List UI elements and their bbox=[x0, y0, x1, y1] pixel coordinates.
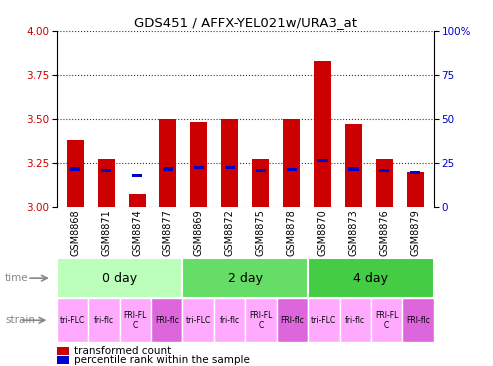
Bar bbox=[371, 298, 402, 342]
Bar bbox=[163, 167, 173, 171]
Bar bbox=[402, 298, 434, 342]
Text: percentile rank within the sample: percentile rank within the sample bbox=[74, 355, 250, 365]
Bar bbox=[308, 258, 434, 298]
Text: GSM8868: GSM8868 bbox=[70, 209, 80, 256]
Bar bbox=[57, 298, 88, 342]
Bar bbox=[286, 168, 297, 172]
Text: GSM8879: GSM8879 bbox=[410, 209, 421, 256]
Bar bbox=[221, 119, 238, 207]
Bar bbox=[67, 140, 84, 207]
Bar bbox=[283, 119, 300, 207]
Bar bbox=[410, 171, 421, 174]
Text: GSM8878: GSM8878 bbox=[286, 209, 297, 256]
Bar bbox=[182, 298, 214, 342]
Bar bbox=[245, 298, 277, 342]
Bar bbox=[252, 159, 269, 207]
Text: tri-FLC: tri-FLC bbox=[60, 316, 85, 325]
Bar bbox=[194, 166, 204, 169]
Text: tri-FLC: tri-FLC bbox=[185, 316, 211, 325]
Bar bbox=[101, 169, 111, 172]
Text: GSM8872: GSM8872 bbox=[225, 209, 235, 256]
Text: tri-FLC: tri-FLC bbox=[311, 316, 336, 325]
Bar bbox=[57, 258, 182, 298]
Text: 2 day: 2 day bbox=[228, 272, 263, 285]
Text: fri-flc: fri-flc bbox=[345, 316, 365, 325]
Bar bbox=[376, 159, 393, 207]
Bar bbox=[70, 167, 80, 171]
Text: FRI-flc: FRI-flc bbox=[155, 316, 178, 325]
Text: FRI-FL
C: FRI-FL C bbox=[124, 310, 147, 330]
Text: GSM8875: GSM8875 bbox=[256, 209, 266, 256]
Text: FRI-FL
C: FRI-FL C bbox=[249, 310, 273, 330]
Bar bbox=[256, 169, 266, 172]
Bar bbox=[190, 123, 208, 207]
Bar bbox=[317, 158, 328, 162]
Text: FRI-FL
C: FRI-FL C bbox=[375, 310, 398, 330]
Bar bbox=[214, 298, 245, 342]
Bar bbox=[225, 166, 235, 169]
Text: GSM8870: GSM8870 bbox=[317, 209, 327, 256]
Text: strain: strain bbox=[5, 315, 35, 325]
Text: time: time bbox=[5, 273, 29, 283]
Text: GSM8876: GSM8876 bbox=[380, 209, 389, 256]
Text: transformed count: transformed count bbox=[74, 346, 171, 356]
Bar bbox=[159, 119, 176, 207]
Text: 4 day: 4 day bbox=[353, 272, 388, 285]
Text: FRI-flc: FRI-flc bbox=[406, 316, 430, 325]
Bar bbox=[132, 173, 142, 177]
Bar bbox=[151, 298, 182, 342]
Bar bbox=[182, 258, 308, 298]
Text: GSM8869: GSM8869 bbox=[194, 209, 204, 256]
Bar bbox=[88, 298, 119, 342]
Bar bbox=[314, 61, 331, 207]
Text: fri-flc: fri-flc bbox=[219, 316, 240, 325]
Bar bbox=[277, 298, 308, 342]
Bar bbox=[349, 167, 358, 171]
Text: GSM8877: GSM8877 bbox=[163, 209, 173, 256]
Bar bbox=[407, 172, 424, 207]
Text: fri-flc: fri-flc bbox=[94, 316, 114, 325]
Bar bbox=[308, 298, 340, 342]
Title: GDS451 / AFFX-YEL021w/URA3_at: GDS451 / AFFX-YEL021w/URA3_at bbox=[134, 15, 357, 29]
Text: GSM8874: GSM8874 bbox=[132, 209, 142, 256]
Bar bbox=[345, 124, 362, 207]
Bar bbox=[340, 298, 371, 342]
Bar bbox=[129, 194, 145, 207]
Text: FRI-flc: FRI-flc bbox=[281, 316, 304, 325]
Text: GSM8873: GSM8873 bbox=[349, 209, 358, 256]
Text: 0 day: 0 day bbox=[102, 272, 137, 285]
Text: GSM8871: GSM8871 bbox=[101, 209, 111, 256]
Bar bbox=[379, 169, 389, 172]
Bar bbox=[119, 298, 151, 342]
Bar bbox=[98, 159, 115, 207]
